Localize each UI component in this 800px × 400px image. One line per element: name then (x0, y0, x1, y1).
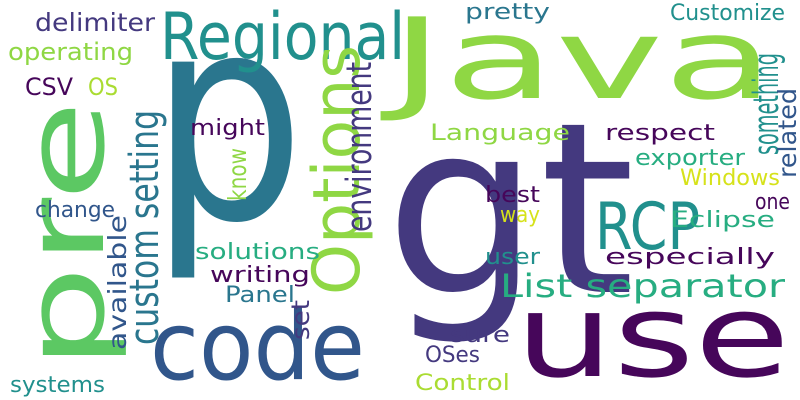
word-available: available (103, 215, 132, 350)
word-change: change (35, 198, 115, 223)
word-control: Control (415, 371, 510, 396)
word-especially: especially (605, 245, 775, 270)
word-code: code (150, 292, 365, 400)
word-customize: Customize (670, 1, 786, 26)
word-use: use (515, 270, 791, 400)
word-rcp: RCP (595, 190, 701, 265)
word-respect: respect (605, 121, 715, 146)
word-set: set (286, 299, 315, 340)
word-one: one (755, 190, 791, 215)
word-regional: Regional (160, 0, 406, 75)
word-sure: sure (450, 323, 511, 348)
word-writing: writing (210, 263, 310, 288)
word-java: Java (390, 0, 775, 125)
word-os: OS (88, 73, 118, 101)
word-exporter: exporter (635, 146, 745, 171)
word-systems: systems (10, 373, 106, 398)
word-language: Language (430, 121, 570, 146)
word-environment: environment (340, 61, 380, 232)
word-csv: CSV (25, 73, 73, 101)
word-might: might (190, 116, 265, 141)
word-way: way (500, 203, 541, 228)
word-p: p (150, 0, 306, 287)
word-pretty: pretty (465, 0, 550, 25)
word-gt: gt (385, 72, 636, 349)
word-related: related (773, 87, 800, 178)
word-know: know (223, 148, 252, 201)
word-oses: OSes (425, 343, 480, 368)
word-user: user (485, 245, 541, 270)
word-list-separator: List separator (500, 267, 786, 305)
word-operating: operating (8, 38, 134, 66)
word-solutions: solutions (195, 240, 321, 265)
word-windows: Windows (680, 166, 780, 191)
word-panel: Panel (225, 283, 295, 308)
word-best: best (485, 183, 541, 208)
word-delimiter: delimiter (35, 8, 155, 37)
word-eclipse: Eclipse (670, 208, 775, 233)
